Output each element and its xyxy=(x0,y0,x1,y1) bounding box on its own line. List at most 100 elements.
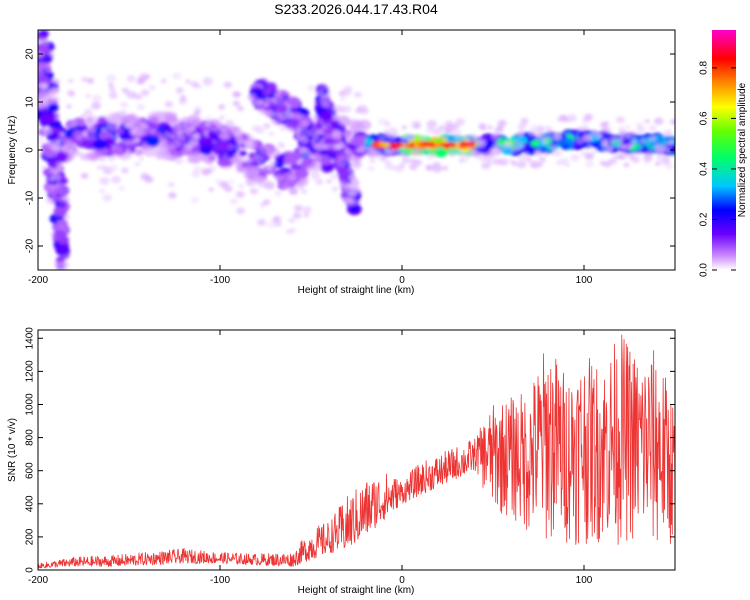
spectrogram-blob xyxy=(580,124,590,132)
spectrogram-blob xyxy=(284,153,299,165)
spectrogram-blob xyxy=(422,141,430,147)
spectrogram-blob xyxy=(97,155,106,162)
spectrogram-blob xyxy=(585,152,595,160)
spectrogram-blob xyxy=(35,10,47,19)
spectrogram-blob xyxy=(186,144,193,149)
spectrogram-blob xyxy=(636,126,646,134)
spectrogram-blob xyxy=(541,139,549,145)
spectrogram-blob xyxy=(230,198,239,205)
spectrogram-blob xyxy=(150,129,156,134)
spectrogram-blob xyxy=(426,126,436,134)
spectrogram-blob xyxy=(164,101,174,108)
spectrogram-blob xyxy=(107,156,115,162)
spectrogram-blob xyxy=(167,182,175,188)
spectrogram-blob xyxy=(315,178,324,185)
spectrogram-blob xyxy=(252,174,261,181)
spectrogram-blob xyxy=(566,113,577,122)
spectrogram-blob xyxy=(300,189,308,195)
spectrogram-blob xyxy=(289,228,296,234)
spectrogram-blob xyxy=(599,160,607,166)
spectrogram-blob xyxy=(451,128,462,136)
spectrogram-blob xyxy=(339,183,347,190)
spectrogram-blob xyxy=(59,131,66,137)
spectrogram-blob xyxy=(655,146,665,155)
spectrogram-blob xyxy=(401,125,408,130)
spectrogram-blob xyxy=(190,151,204,162)
spectrogram-blob xyxy=(55,183,62,189)
spectrogram-blob xyxy=(170,121,181,130)
spectrogram-blob xyxy=(41,54,53,64)
colorbar-tick-label: 0.6 xyxy=(699,111,710,125)
spectrogram-blob xyxy=(273,111,281,118)
spectrogram-blob xyxy=(88,125,97,133)
spectrogram-blob xyxy=(383,132,391,138)
spectrogram-blob xyxy=(311,160,322,168)
spectrogram-blob xyxy=(168,192,177,199)
spectrogram-blob xyxy=(66,104,72,109)
spectrogram-blob xyxy=(535,125,545,133)
spectrogram-blob xyxy=(329,120,340,128)
spectrogram-y-label: Frequency (Hz) xyxy=(7,116,18,185)
spectrogram-blob xyxy=(286,112,296,119)
spectrogram-blob xyxy=(586,144,593,150)
spectrogram-blob xyxy=(624,124,632,130)
spectrogram-blob xyxy=(72,130,83,138)
spectrogram-blob xyxy=(446,142,454,148)
spectrogram-blob xyxy=(289,188,298,195)
spectrogram-blob xyxy=(183,129,192,135)
colorbar: 0.0 0.2 0.4 0.6 0.8 Normalized spectral ampl… xyxy=(699,30,748,277)
spectrogram-blob xyxy=(246,157,254,163)
spectrogram-blob xyxy=(263,123,271,129)
spectrogram-blob xyxy=(176,130,185,137)
spectrogram-blob xyxy=(516,161,527,169)
spectrogram-blob xyxy=(326,179,332,184)
spectrogram-blob xyxy=(204,121,212,127)
spectrogram-blob xyxy=(279,143,286,149)
spectrogram-blob xyxy=(273,215,282,223)
spectrogram-blob xyxy=(239,150,248,157)
spectrogram-blob xyxy=(337,169,351,180)
spectrogram-blob xyxy=(238,184,245,189)
spectrogram-blob xyxy=(298,146,307,153)
spectrogram-blob xyxy=(40,113,55,125)
spectrogram-blob xyxy=(616,116,626,124)
spectrogram-blob xyxy=(428,141,436,147)
spectrogram-blob xyxy=(339,96,346,101)
spectrogram-blob xyxy=(635,150,643,156)
spectrogram-blob xyxy=(172,72,182,80)
spectrogram-blob xyxy=(454,134,461,141)
spectrogram-blob xyxy=(204,81,212,87)
spectrogram-blob xyxy=(96,165,102,170)
spectrogram-y-tick-label: -10 xyxy=(25,190,36,205)
spectrogram-blob xyxy=(510,144,521,153)
spectrogram-blob xyxy=(639,138,647,144)
spectrogram-blob xyxy=(114,138,123,145)
spectrogram-blob xyxy=(648,125,657,132)
spectrogram-blob xyxy=(539,157,547,163)
spectrogram-blob xyxy=(551,148,562,157)
spectrogram-blob xyxy=(180,95,187,101)
spectrogram-blob xyxy=(525,157,532,162)
spectrogram-blob xyxy=(80,172,89,179)
spectrogram-blob xyxy=(486,150,496,158)
spectrogram-blob xyxy=(140,172,150,181)
spectrogram-blob xyxy=(54,259,67,269)
spectrogram-blob xyxy=(58,288,71,298)
spectrogram-blob xyxy=(56,161,64,168)
spectrogram-blob xyxy=(130,116,137,121)
spectrogram-blob xyxy=(316,88,325,95)
spectrogram-blob xyxy=(187,157,194,163)
spectrogram-blob xyxy=(163,131,171,137)
spectrogram-blob xyxy=(486,125,493,130)
snr-frame xyxy=(37,329,676,571)
spectrogram-blob xyxy=(618,155,625,160)
spectrogram-blob xyxy=(279,126,286,131)
spectrogram-blob xyxy=(476,141,486,149)
spectrogram-blob xyxy=(351,135,366,147)
spectrogram-blob xyxy=(411,158,418,164)
spectrogram-blob xyxy=(341,105,352,114)
snr-y-label: SNR (10 * v/v) xyxy=(7,418,18,482)
spectrogram-blob xyxy=(654,117,664,125)
spectrogram-blob xyxy=(602,126,612,134)
snr-y-tick-label: 400 xyxy=(25,495,36,512)
